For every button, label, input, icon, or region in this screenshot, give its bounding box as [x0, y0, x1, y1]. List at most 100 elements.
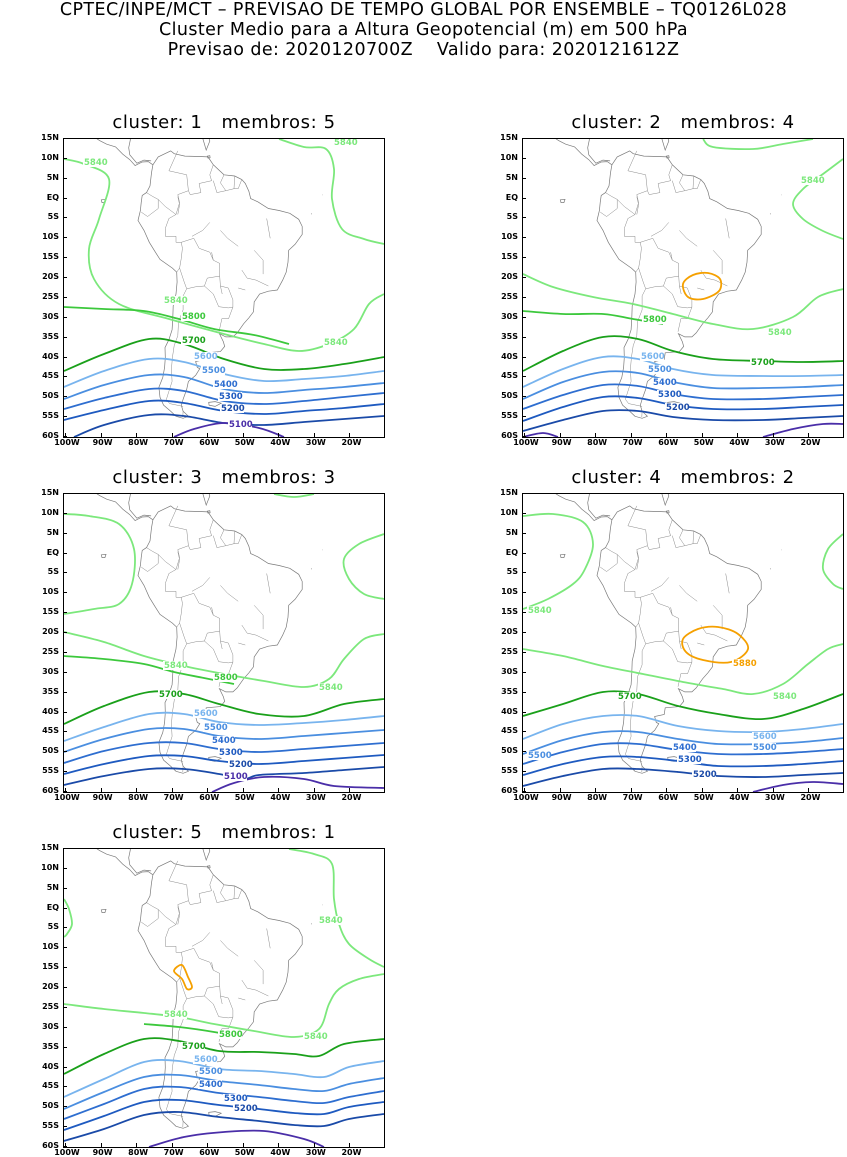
contour-5100: [523, 432, 559, 437]
contour-label-bg: [732, 659, 756, 668]
country-border: [188, 164, 214, 195]
lat-tick-label: 15N: [500, 488, 518, 497]
lat-tick-label: 40S: [42, 706, 59, 716]
lat-tick-label: 10S: [42, 232, 59, 242]
country-border: [177, 196, 180, 215]
lon-tick: [100, 788, 102, 792]
lon-tick: [349, 433, 351, 437]
contour-5600: [64, 1059, 384, 1098]
contour-label-bg: [652, 378, 676, 387]
lat-tick: [63, 1126, 67, 1128]
lat-tick: [63, 1066, 67, 1068]
lat-tick: [522, 612, 526, 614]
contour-labels: 5840 5840 5840 5840 5800 5700 5600 5500 5400 5300…: [83, 139, 358, 430]
lat-tick-label: 10S: [42, 942, 59, 952]
panel-title: cluster: 1 membros: 5: [112, 112, 336, 133]
contour-label-bg: [193, 709, 217, 718]
contour-5880: [681, 625, 750, 664]
lat-tick-label: EQ: [46, 192, 59, 202]
island: [206, 155, 211, 159]
country-border: [679, 230, 698, 247]
island: [100, 909, 107, 913]
lat-tick-label: 55S: [501, 411, 518, 421]
lon-tick-label: 70W: [622, 438, 643, 447]
contour-label-bg: [647, 365, 671, 374]
contour-5500: [64, 1073, 384, 1110]
lat-tick: [522, 277, 526, 279]
lat-tick: [522, 552, 526, 554]
lon-tick: [65, 1143, 66, 1147]
country-border: [254, 605, 264, 630]
island: [208, 401, 223, 407]
lon-tick: [349, 788, 351, 792]
country-border: [238, 642, 246, 646]
lon-tick-label: 100W: [513, 793, 539, 802]
country-border: [177, 551, 180, 570]
lat-tick-label: 10N: [41, 152, 59, 162]
lon-tick: [313, 433, 315, 437]
country-border: [220, 285, 223, 295]
contour-5200: [523, 409, 843, 432]
country-border: [636, 196, 639, 215]
contour-label-bg: [692, 770, 716, 779]
contour-5100: [752, 781, 843, 792]
map-frame: 5840 5840 5840 5840 5800 5700 5600 5500 5400 5300…: [63, 138, 385, 438]
lat-tick: [522, 336, 526, 338]
lon-tick-label: 80W: [128, 438, 149, 447]
lon-tick: [207, 433, 209, 437]
contour-label-bg: [218, 392, 242, 401]
country-border: [204, 276, 234, 309]
contour-label-bg: [218, 748, 242, 757]
coastline: [555, 139, 613, 167]
contour-5840: [792, 158, 843, 240]
lat-tick: [522, 751, 526, 753]
contour-label-bg: [181, 1042, 205, 1051]
lon-tick-label: 30W: [305, 438, 326, 447]
contour-label: 5700: [751, 358, 775, 368]
lon-tick: [808, 433, 810, 437]
lat-tick: [63, 356, 67, 358]
lat-tick-label: 45S: [501, 726, 518, 736]
lat-tick-label: 60S: [42, 1141, 59, 1150]
contour-label-bg: [233, 1104, 257, 1113]
lat-tick: [63, 376, 67, 378]
lon-tick-label: 100W: [513, 438, 539, 447]
country-border: [684, 175, 694, 191]
contour-label: 5800: [219, 1030, 243, 1040]
lon-tick: [207, 1143, 209, 1147]
lat-tick-label: 35S: [42, 331, 59, 341]
country-border: [204, 986, 234, 1019]
country-border: [220, 640, 223, 650]
lat-tick: [63, 651, 67, 653]
lat-tick: [63, 632, 67, 634]
lat-tick: [63, 177, 67, 179]
coastline: [587, 139, 611, 164]
lat-tick-label: 30S: [501, 666, 518, 676]
contour-label: 5400: [214, 380, 238, 390]
contour-lines: [523, 139, 843, 437]
contour-5100: [211, 775, 384, 792]
panel-title: cluster: 4 membros: 2: [571, 467, 795, 488]
lat-tick-label: 5N: [46, 882, 59, 892]
lat-tick-label: 5S: [506, 567, 518, 577]
lon-tick: [701, 788, 703, 792]
lon-tick: [524, 788, 525, 792]
lon-tick-label: 80W: [587, 793, 608, 802]
lon-tick: [595, 788, 597, 792]
contour-5840: [64, 973, 384, 1038]
map-canvas: 5840 5840 5800 5700 5600 5500 5400 5300 5200: [523, 139, 843, 437]
island: [202, 139, 211, 152]
lat-tick: [522, 771, 526, 773]
contour-label-bg: [181, 312, 205, 321]
contour-5200: [64, 1111, 384, 1142]
contour-label-bg: [163, 1010, 187, 1019]
lat-tick: [522, 257, 526, 259]
lon-tick-label: 50W: [693, 793, 714, 802]
contour-label: 5840: [164, 296, 188, 306]
lon-tick-label: 50W: [234, 438, 255, 447]
lat-tick-label: 5N: [46, 172, 59, 182]
lon-tick: [772, 433, 774, 437]
panel-title: cluster: 2 membros: 4: [571, 112, 795, 133]
